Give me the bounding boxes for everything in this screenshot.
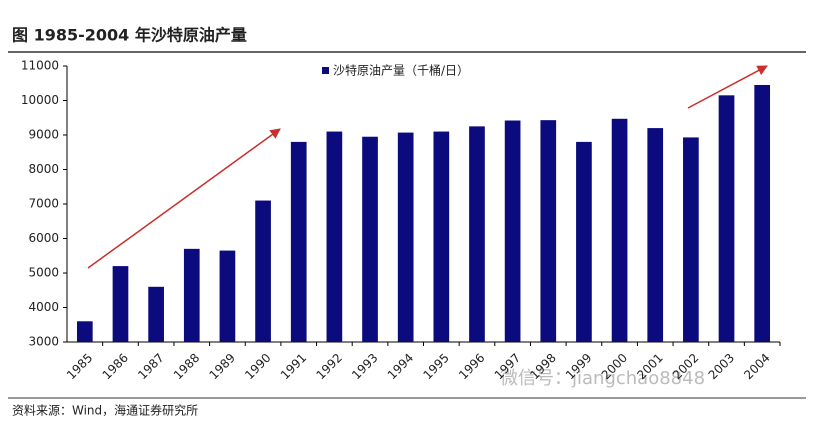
x-tick-label: 2004 bbox=[741, 351, 772, 382]
bar bbox=[76, 321, 93, 342]
bar bbox=[718, 95, 735, 342]
bar bbox=[148, 286, 164, 342]
x-tick-label: 1990 bbox=[242, 351, 273, 382]
bar bbox=[433, 131, 450, 342]
y-tick-label: 7000 bbox=[28, 197, 59, 211]
bar bbox=[504, 120, 521, 342]
x-tick-label: 1988 bbox=[171, 351, 202, 382]
x-tick-label: 1985 bbox=[64, 351, 95, 382]
y-tick-label: 5000 bbox=[28, 266, 59, 280]
y-tick-label: 3000 bbox=[28, 335, 59, 349]
bar bbox=[754, 84, 771, 342]
x-tick-label: 2003 bbox=[706, 351, 737, 382]
x-tick-label: 1995 bbox=[420, 351, 451, 382]
y-tick-label: 10000 bbox=[21, 93, 59, 107]
bar bbox=[326, 131, 343, 342]
bar bbox=[540, 120, 557, 342]
bar bbox=[183, 248, 200, 342]
trend-arrow bbox=[687, 65, 768, 109]
y-tick-label: 9000 bbox=[28, 128, 59, 142]
y-tick-label: 4000 bbox=[28, 300, 59, 314]
y-tick-label: 8000 bbox=[28, 162, 59, 176]
bar bbox=[469, 126, 485, 342]
x-tick-label: 1992 bbox=[313, 351, 344, 382]
trend-arrow bbox=[87, 128, 281, 269]
bar bbox=[683, 137, 699, 342]
bar bbox=[647, 128, 664, 342]
bar bbox=[219, 250, 236, 342]
bar bbox=[576, 141, 592, 342]
bar bbox=[397, 132, 414, 342]
legend-swatch bbox=[322, 67, 329, 74]
y-tick-label: 11000 bbox=[21, 59, 59, 73]
watermark: 微信号：jiangchao8848 bbox=[500, 368, 705, 389]
x-tick-label: 1991 bbox=[278, 351, 309, 382]
bar bbox=[290, 141, 307, 342]
chart-title: 图 1985-2004 年沙特原油产量 bbox=[12, 26, 247, 45]
bar bbox=[112, 266, 129, 342]
x-tick-label: 1986 bbox=[100, 351, 131, 382]
x-tick-label: 1989 bbox=[207, 351, 238, 382]
source: 资料来源：Wind，海通证券研究所 bbox=[12, 403, 198, 418]
x-tick-label: 1993 bbox=[349, 351, 380, 382]
bar bbox=[611, 118, 628, 342]
legend-label: 沙特原油产量（千桶/日） bbox=[333, 63, 469, 78]
x-tick-label: 1996 bbox=[456, 351, 487, 382]
y-tick-label: 6000 bbox=[28, 231, 59, 245]
bar bbox=[255, 200, 271, 342]
x-tick-label: 1987 bbox=[135, 351, 166, 382]
x-tick-label: 1994 bbox=[385, 351, 416, 382]
bar bbox=[362, 136, 378, 342]
